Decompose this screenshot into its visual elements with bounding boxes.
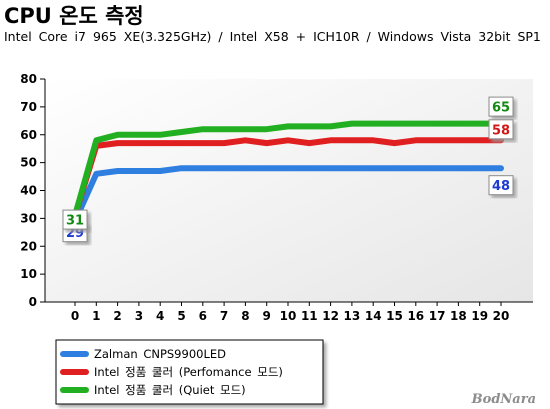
- x-tick-label: 11: [301, 309, 318, 323]
- y-tick-label: 80: [20, 72, 37, 86]
- x-tick-label: 1: [92, 309, 100, 323]
- brand-watermark: BodNara: [471, 392, 536, 407]
- page-subtitle: Intel Core i7 965 XE(3.325GHz) / Intel X…: [4, 29, 541, 44]
- x-tick-label: 0: [71, 309, 79, 323]
- y-tick-label: 60: [20, 128, 37, 142]
- y-tick-label: 50: [20, 156, 37, 170]
- legend-label: Zalman CNPS9900LED: [94, 347, 226, 361]
- y-tick-label: 10: [20, 267, 37, 281]
- data-label-box: [488, 175, 514, 196]
- x-tick-label: 16: [407, 309, 424, 323]
- plot-area: [45, 79, 533, 302]
- legend-label: Intel 정품 쿨러 (Quiet 모드): [94, 383, 246, 397]
- x-tick-label: 15: [386, 309, 403, 323]
- x-tick-label: 2: [113, 309, 121, 323]
- x-tick-label: 4: [156, 309, 164, 323]
- series-line-0: [72, 165, 504, 225]
- x-tick-label: 5: [177, 309, 185, 323]
- data-label: 48: [492, 179, 510, 194]
- data-label: 29: [66, 226, 84, 241]
- data-label: 31: [66, 214, 84, 229]
- x-tick-label: 18: [450, 309, 467, 323]
- y-tick-label: 40: [20, 184, 37, 198]
- data-label-box: [62, 209, 88, 230]
- data-label: 58: [492, 123, 510, 138]
- x-tick-label: 17: [429, 309, 446, 323]
- legend-label: Intel 정품 쿨러 (Perfomance 모드): [94, 365, 283, 379]
- x-tick-label: 9: [263, 309, 271, 323]
- data-label: 65: [492, 101, 510, 116]
- legend-box: [55, 339, 324, 405]
- x-tick-label: 8: [241, 309, 249, 323]
- data-label-box: [488, 96, 514, 117]
- x-tick-label: 13: [344, 309, 361, 323]
- y-tick-label: 20: [20, 239, 37, 253]
- x-tick-label: 7: [220, 309, 228, 323]
- x-tick-label: 3: [135, 309, 143, 323]
- y-tick-label: 0: [29, 295, 37, 309]
- y-tick-label: 70: [20, 100, 37, 114]
- x-tick-label: 10: [280, 309, 297, 323]
- x-tick-label: 14: [365, 309, 382, 323]
- x-tick-label: 6: [199, 309, 207, 323]
- x-tick-label: 20: [493, 309, 510, 323]
- x-tick-label: 12: [322, 309, 339, 323]
- x-tick-label: 19: [471, 309, 488, 323]
- series-line-1: [72, 137, 504, 219]
- page-title: CPU 온도 측정: [4, 4, 144, 28]
- series-line-2: [72, 120, 504, 219]
- y-tick-label: 30: [20, 211, 37, 225]
- data-label-box: [488, 119, 514, 140]
